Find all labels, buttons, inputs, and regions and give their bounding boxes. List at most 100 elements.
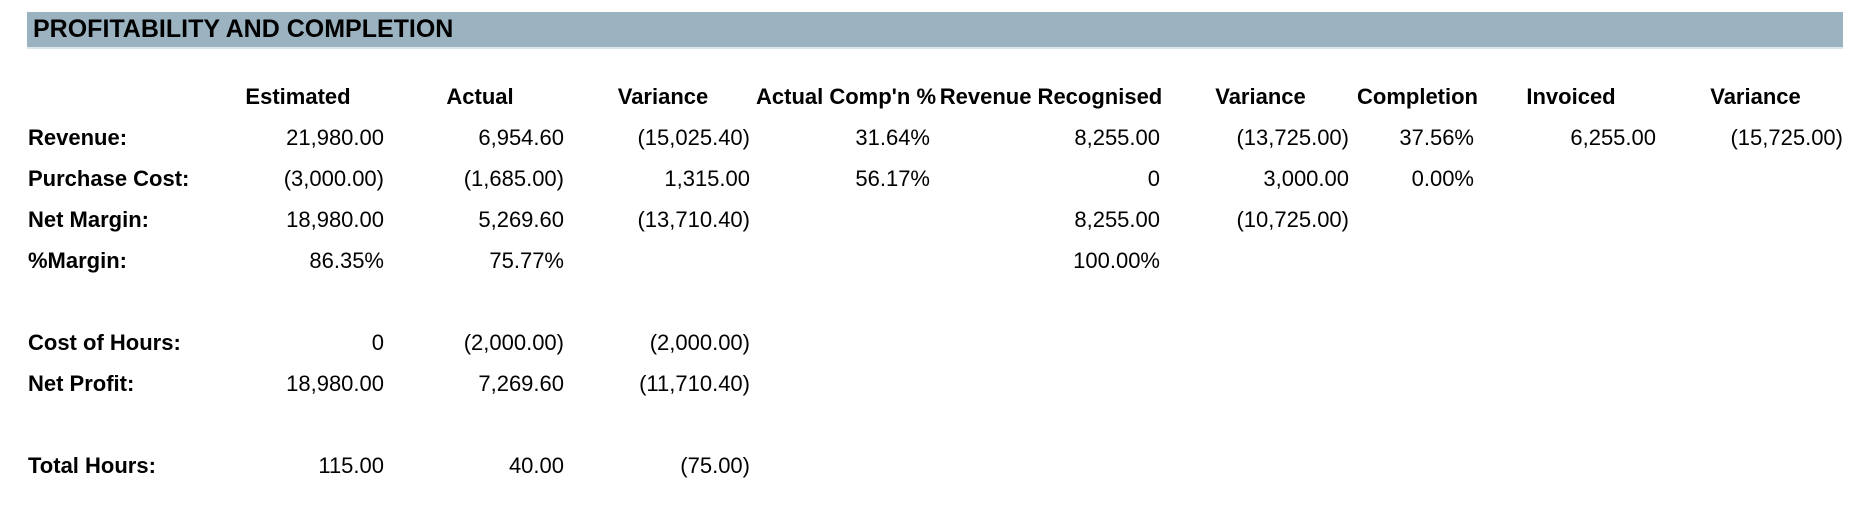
cell-value [1480,199,1662,240]
row-label-header [0,76,206,117]
cell-value: 7,269.60 [478,370,564,396]
cell-value [206,404,390,445]
cell-value: 75.77% [489,247,564,273]
row-label: Cost of Hours: [28,329,181,355]
row-label: Net Profit: [28,370,135,396]
cell-value [936,322,1166,363]
table-row: %Margin: 86.35% 75.77% 100.00% [0,240,1849,281]
cell-value [1166,281,1355,322]
column-header: Actual Comp'n % [756,83,936,109]
row-label: Purchase Cost: [28,165,190,191]
cell-value [1480,445,1662,486]
cell-value [936,363,1166,404]
cell-value: 18,980.00 [286,370,384,396]
row-label: Total Hours: [28,452,156,478]
cell-value: 5,269.60 [478,206,564,232]
cell-value [1355,404,1480,445]
cell-value [1662,240,1849,281]
cell-value [1355,199,1480,240]
cell-value [756,199,936,240]
cell-value [570,404,756,445]
cell-value: (1,685.00) [463,165,564,191]
cell-value [1166,240,1355,281]
cell-value [1662,158,1849,199]
section-title: PROFITABILITY AND COMPLETION [33,15,454,43]
cell-value: 8,255.00 [1074,124,1160,150]
table-row: Cost of Hours: 0 (2,000.00) (2,000.00) [0,322,1849,363]
cell-value [1355,322,1480,363]
cell-value: 0 [371,329,384,355]
table-row: Net Profit: 18,980.00 7,269.60 (11,710.40) [0,363,1849,404]
row-label: %Margin: [28,247,127,273]
cell-value [756,445,936,486]
cell-value [1662,281,1849,322]
cell-value [936,281,1166,322]
table-body: Revenue: 21,980.00 6,954.60 (15,025.40) 31.6… [0,117,1849,486]
column-header: Variance [617,83,709,109]
cell-value [1480,281,1662,322]
cell-value [1662,322,1849,363]
cell-value: 86.35% [309,247,384,273]
cell-value [756,322,936,363]
cell-value: 8,255.00 [1074,206,1160,232]
cell-value: 115.00 [318,452,384,478]
cell-value: (75.00) [680,452,750,478]
table-row: Purchase Cost: (3,000.00) (1,685.00) 1,315.… [0,158,1849,199]
column-header: Estimated [245,83,351,109]
cell-value [1662,445,1849,486]
cell-value [1355,240,1480,281]
cell-value: (10,725.00) [1236,206,1349,232]
cell-value: 18,980.00 [286,206,384,232]
cell-value [936,404,1166,445]
cell-value: 0 [1147,165,1160,191]
cell-value [756,240,936,281]
cell-value: 37.56% [1399,124,1474,150]
cell-value: 3,000.00 [1263,165,1349,191]
row-label: Net Margin: [28,206,149,232]
cell-value: 6,954.60 [478,124,564,150]
cell-value [1480,322,1662,363]
column-header: Revenue Recognised [939,83,1163,109]
cell-value [1355,445,1480,486]
cell-value: 40.00 [508,452,564,478]
cell-value: 31.64% [855,124,930,150]
table-row: Net Margin: 18,980.00 5,269.60 (13,710.40) 8… [0,199,1849,240]
cell-value: 0.00% [1411,165,1474,191]
cell-value: (13,725.00) [1236,124,1349,150]
cell-value [390,281,570,322]
cell-value: (11,710.40) [639,370,750,396]
cell-value [1662,363,1849,404]
cell-value [1480,158,1662,199]
column-header: Variance [1215,83,1306,109]
spacer-row [0,281,1849,322]
cell-value: 1,315.00 [664,165,750,191]
column-header: Completion [1357,83,1478,109]
cell-value [936,445,1166,486]
row-label: Revenue: [28,124,128,150]
cell-value [1480,363,1662,404]
cell-value [756,404,936,445]
cell-value: (2,000.00) [649,329,750,355]
cell-value: 100.00% [1073,247,1160,273]
cell-value [570,281,756,322]
row-label [0,404,206,445]
cell-value [570,240,756,281]
cell-value: 6,255.00 [1570,124,1656,150]
cell-value [1166,322,1355,363]
cell-value: (15,025.40) [637,124,750,150]
column-header: Actual [446,83,514,109]
spacer-row [0,404,1849,445]
row-label [0,281,206,322]
cell-value [1480,404,1662,445]
cell-value: 21,980.00 [286,124,384,150]
cell-value: (13,710.40) [637,206,750,232]
cell-value [756,281,936,322]
cell-value [1166,363,1355,404]
table-row: Total Hours: 115.00 40.00 (75.00) [0,445,1849,486]
cell-value [1166,445,1355,486]
cell-value [390,404,570,445]
cell-value [206,281,390,322]
cell-value: 56.17% [855,165,930,191]
cell-value [1166,404,1355,445]
table-row: Revenue: 21,980.00 6,954.60 (15,025.40) 31.6… [0,117,1849,158]
